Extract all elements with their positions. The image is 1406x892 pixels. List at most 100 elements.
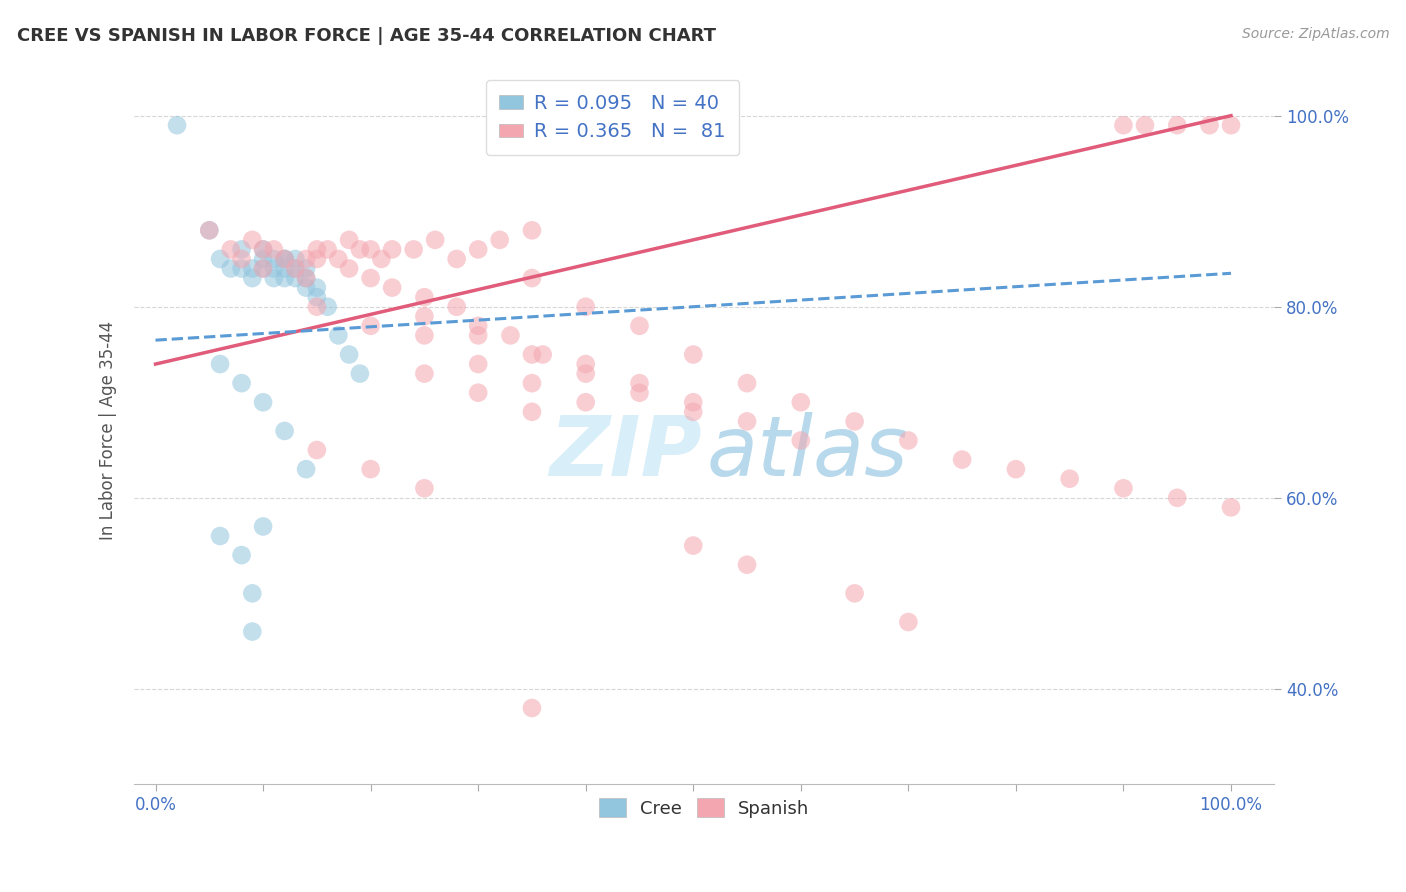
Point [337, 233, 360, 247]
Point [735, 376, 758, 391]
Point [360, 243, 382, 257]
Point [252, 261, 274, 276]
Point [263, 271, 285, 285]
Point [467, 328, 489, 343]
Point [682, 347, 704, 361]
Point [1166, 118, 1188, 132]
Point [628, 376, 651, 391]
Point [198, 223, 221, 237]
Point [370, 252, 392, 266]
Point [305, 243, 328, 257]
Point [252, 243, 274, 257]
Point [349, 243, 371, 257]
Point [295, 271, 318, 285]
Text: CREE VS SPANISH IN LABOR FORCE | AGE 35-44 CORRELATION CHART: CREE VS SPANISH IN LABOR FORCE | AGE 35-… [17, 27, 716, 45]
Point [263, 261, 285, 276]
Point [295, 261, 318, 276]
Point [467, 357, 489, 371]
Text: atlas: atlas [706, 411, 908, 492]
Point [295, 280, 318, 294]
Legend: Cree, Spanish: Cree, Spanish [592, 791, 817, 825]
Point [628, 318, 651, 333]
Point [950, 452, 973, 467]
Point [520, 376, 543, 391]
Point [488, 233, 510, 247]
Point [328, 252, 350, 266]
Point [575, 300, 598, 314]
Point [252, 243, 274, 257]
Point [166, 118, 188, 132]
Point [413, 310, 436, 324]
Point [360, 462, 382, 476]
Point [337, 347, 360, 361]
Point [844, 414, 866, 428]
Point [273, 271, 295, 285]
Point [360, 271, 382, 285]
Point [381, 243, 404, 257]
Point [240, 233, 263, 247]
Point [467, 385, 489, 400]
Point [1133, 118, 1156, 132]
Point [575, 367, 598, 381]
Point [735, 414, 758, 428]
Point [219, 243, 242, 257]
Point [252, 252, 274, 266]
Point [790, 434, 813, 448]
Point [273, 252, 295, 266]
Point [305, 252, 328, 266]
Point [295, 252, 318, 266]
Point [575, 395, 598, 409]
Point [240, 586, 263, 600]
Point [413, 367, 436, 381]
Point [284, 261, 307, 276]
Point [790, 395, 813, 409]
Point [413, 481, 436, 495]
Point [1112, 481, 1135, 495]
Point [1059, 472, 1081, 486]
Point [467, 318, 489, 333]
Point [284, 252, 307, 266]
Point [305, 443, 328, 458]
Point [349, 367, 371, 381]
Point [231, 548, 253, 562]
Point [240, 624, 263, 639]
Point [263, 243, 285, 257]
Y-axis label: In Labor Force | Age 35-44: In Labor Force | Age 35-44 [100, 321, 117, 541]
Point [520, 223, 543, 237]
Point [897, 434, 920, 448]
Point [520, 701, 543, 715]
Point [446, 300, 468, 314]
Point [1198, 118, 1220, 132]
Text: Source: ZipAtlas.com: Source: ZipAtlas.com [1241, 27, 1389, 41]
Point [413, 290, 436, 304]
Point [231, 376, 253, 391]
Point [316, 300, 339, 314]
Point [231, 243, 253, 257]
Point [844, 586, 866, 600]
Point [305, 300, 328, 314]
Point [1220, 500, 1243, 515]
Point [316, 243, 339, 257]
Point [531, 347, 554, 361]
Point [273, 424, 295, 438]
Point [520, 405, 543, 419]
Point [337, 261, 360, 276]
Point [240, 261, 263, 276]
Point [1005, 462, 1028, 476]
Point [263, 252, 285, 266]
Point [273, 252, 295, 266]
Point [305, 290, 328, 304]
Point [413, 328, 436, 343]
Point [735, 558, 758, 572]
Point [1220, 118, 1243, 132]
Point [520, 271, 543, 285]
Point [423, 233, 446, 247]
Point [240, 271, 263, 285]
Point [520, 347, 543, 361]
Point [273, 252, 295, 266]
Point [198, 223, 221, 237]
Point [499, 328, 522, 343]
Point [467, 243, 489, 257]
Point [682, 405, 704, 419]
Point [209, 357, 232, 371]
